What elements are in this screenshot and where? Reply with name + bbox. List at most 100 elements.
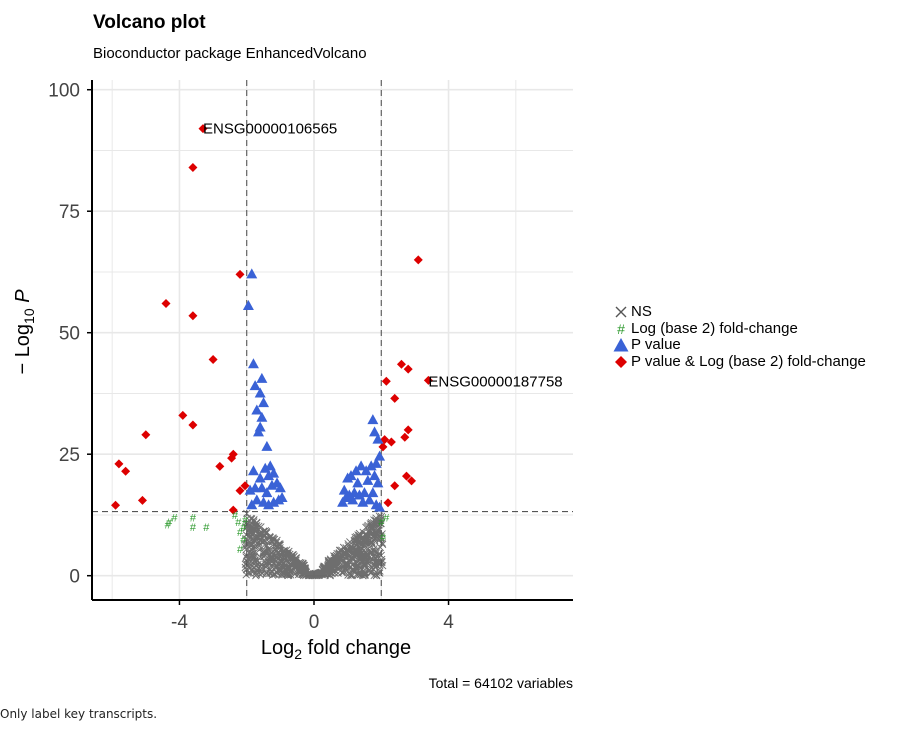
legend-item-both: P value & Log (base 2) fold-change (613, 352, 866, 371)
log2fc-point: # (190, 512, 197, 524)
both-point (423, 375, 433, 385)
y-tick-label: 50 (59, 324, 80, 345)
pvalue-point (256, 411, 268, 422)
legend-item-pvalue: P value (613, 336, 866, 354)
x-tick-label: -4 (171, 612, 188, 633)
both-point (114, 459, 124, 469)
log2fc-point: # (378, 517, 385, 529)
cutoff-lines (92, 80, 573, 600)
pvalue-point (261, 440, 273, 451)
pvalue-point (365, 460, 377, 471)
pvalue-point (337, 496, 349, 507)
log2fc-point: # (171, 512, 178, 524)
log2fc-point: # (242, 515, 249, 527)
both-point (390, 481, 400, 491)
pvalue-point (372, 433, 384, 444)
pvalue-point (256, 482, 268, 493)
hash-marker-icon: # (617, 320, 625, 337)
log2fc-point: # (190, 522, 197, 534)
log2fc-point: # (165, 520, 172, 532)
log2fc-point: # (237, 544, 244, 556)
pvalue-point (259, 462, 271, 473)
point-annotation: ENSG00000187758 (428, 373, 562, 390)
log2fc-point: # (235, 517, 242, 529)
legend-item-ns: NS (613, 303, 866, 321)
log2fc-point: # (383, 512, 390, 524)
x-tick-label: 0 (309, 612, 320, 633)
pvalue-point (342, 472, 354, 483)
pvalue-point (251, 494, 263, 505)
both-point (137, 495, 147, 505)
pvalue-point (374, 450, 386, 461)
pvalue-point (256, 372, 268, 383)
both-point (396, 359, 406, 369)
both-point (400, 432, 410, 442)
y-tick-label: 100 (48, 81, 80, 102)
both-point (228, 505, 238, 515)
chart-title: Volcano plot (93, 12, 206, 33)
legend-label: Log (base 2) fold-change (631, 319, 798, 337)
pvalue-point (249, 380, 261, 391)
both-point (111, 500, 121, 510)
both-point (141, 430, 151, 440)
both-point (386, 437, 396, 447)
log2fc-point: # (232, 510, 239, 522)
both-point (407, 476, 417, 486)
pvalue-point (364, 494, 375, 505)
log2fc-point: # (380, 532, 387, 544)
pvalue-point (246, 499, 258, 510)
pvalue-point (258, 397, 270, 408)
pvalue-point (251, 404, 263, 415)
pvalue-point (350, 465, 362, 476)
y-axis-label: − Log10 P (12, 289, 37, 375)
both-point (378, 442, 388, 452)
x-marker-icon (613, 304, 629, 320)
both-point (390, 393, 400, 403)
plot-annotations: ENSG00000106565 ENSG00000187758 (203, 121, 563, 391)
pvalue-point (253, 426, 264, 437)
log2fc-point: # (203, 522, 210, 534)
pvalue-point (338, 484, 350, 495)
log2fc-point: # (237, 527, 244, 539)
both-point (402, 471, 411, 481)
ns-point-cloud (241, 509, 387, 580)
pvalue-point (254, 387, 266, 398)
x-tick-label: 4 (443, 612, 454, 633)
pvalue-point (367, 414, 379, 425)
y-tick-label: 75 (59, 202, 80, 223)
both-point (121, 466, 131, 476)
log2fc-point: # (240, 522, 247, 534)
both-point (413, 255, 423, 265)
pvalue-point (261, 487, 273, 498)
pvalue-point (367, 487, 379, 498)
both-point (215, 461, 225, 471)
pvalue-point (246, 268, 258, 279)
both-point (188, 420, 198, 430)
both-point (240, 481, 250, 491)
both-point (208, 354, 218, 364)
log2fc-point: # (240, 534, 247, 546)
x-axis-label: Log2 fold change (261, 637, 411, 662)
pvalue-point (247, 358, 259, 369)
both-point (188, 311, 198, 321)
log2fc-point: # (166, 517, 173, 529)
legend-item-log2fc: # Log (base 2) fold-change (613, 319, 866, 338)
y-tick-label: 25 (59, 445, 80, 466)
pvalue-point (247, 465, 259, 476)
figure-caption: Only label key transcripts. (0, 707, 158, 721)
both-point (403, 425, 413, 435)
pvalue-point (242, 299, 254, 310)
both-point (161, 299, 171, 309)
legend: NS # Log (base 2) fold-change P value P … (613, 303, 866, 371)
pvalue-point (347, 494, 359, 505)
both-point (188, 162, 198, 172)
pvalue-point (362, 474, 374, 485)
both-point (403, 364, 413, 374)
pvalue-point (372, 477, 384, 488)
legend-label: P value & Log (base 2) fold-change (631, 352, 866, 370)
both-point (235, 486, 245, 496)
pvalue-point (274, 482, 286, 493)
y-tick-label: 0 (69, 567, 80, 588)
pvalue-point (369, 426, 381, 437)
